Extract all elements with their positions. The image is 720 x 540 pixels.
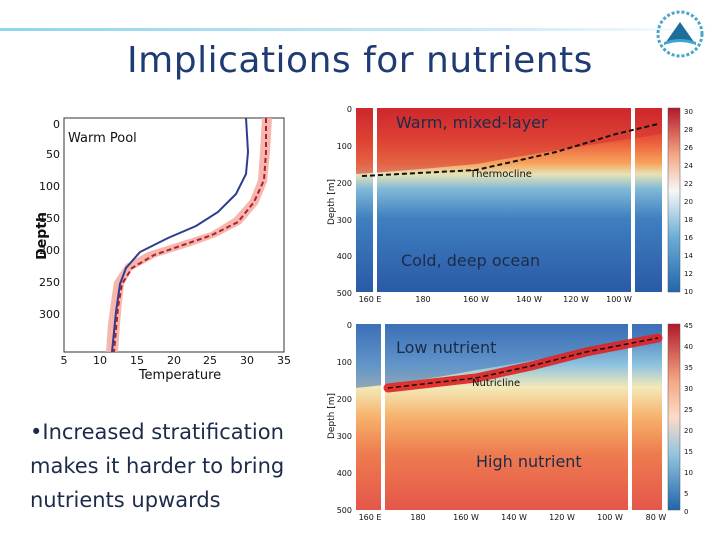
svg-text:25: 25 (203, 354, 217, 367)
temperature-section-plot: Thermocline Warm, mixed-layer Cold, deep… (327, 105, 693, 304)
nut-colorbar (667, 323, 681, 511)
svg-text:100: 100 (337, 142, 352, 151)
temp-section-y-label: Depth [m] (327, 179, 337, 225)
stratification-bullet: •Increased stratification makes it harde… (30, 420, 285, 512)
svg-text:0: 0 (347, 321, 352, 330)
svg-text:200: 200 (337, 179, 352, 188)
svg-text:400: 400 (337, 469, 352, 478)
svg-text:0: 0 (53, 118, 60, 131)
svg-text:100: 100 (39, 180, 60, 193)
svg-text:160 W: 160 W (463, 295, 489, 304)
temperature-profile-plot: Warm Pool 0 50 100 150 200 250 300 5 10 … (36, 112, 292, 384)
nutricline-label: Nutricline (472, 378, 520, 389)
svg-text:5: 5 (684, 490, 688, 498)
temp-thermocline-line (361, 123, 659, 177)
svg-text:35: 35 (277, 354, 291, 367)
svg-text:10: 10 (684, 288, 693, 296)
warm-pool-profile-line (111, 117, 250, 353)
annotation-high-nutrient: High nutrient (476, 452, 582, 471)
svg-text:150: 150 (39, 212, 60, 225)
svg-text:18: 18 (684, 216, 693, 224)
svg-text:10: 10 (93, 354, 107, 367)
svg-text:28: 28 (684, 126, 693, 134)
organization-logo (656, 10, 704, 58)
svg-text:20: 20 (167, 354, 181, 367)
svg-text:140 W: 140 W (501, 513, 527, 522)
mean-profile-line (113, 118, 267, 353)
svg-text:500: 500 (337, 506, 352, 515)
annotation-cold-deep-ocean: Cold, deep ocean (401, 251, 540, 270)
svg-text:300: 300 (39, 308, 60, 321)
svg-text:16: 16 (684, 234, 693, 242)
svg-text:0: 0 (347, 105, 352, 114)
svg-text:12: 12 (684, 270, 693, 278)
svg-text:30: 30 (684, 108, 693, 116)
svg-text:30: 30 (240, 354, 254, 367)
svg-text:35: 35 (684, 364, 693, 372)
svg-text:400: 400 (337, 252, 352, 261)
profile-legend-label: Warm Pool (68, 131, 137, 146)
svg-text:15: 15 (130, 354, 144, 367)
svg-text:50: 50 (46, 148, 60, 161)
svg-text:300: 300 (337, 216, 352, 225)
svg-text:160 E: 160 E (359, 513, 382, 522)
annotation-warm-mixed-layer: Warm, mixed-layer (396, 113, 548, 132)
nut-mask-bar-left (381, 324, 385, 510)
svg-text:5: 5 (61, 354, 68, 367)
svg-text:40: 40 (684, 343, 693, 351)
annotation-low-nutrient: Low nutrient (396, 338, 496, 357)
svg-text:0: 0 (684, 508, 688, 516)
nutricline-line (387, 337, 659, 389)
temp-thermocline-label: Thermocline (469, 169, 532, 180)
nutrient-section-plot: Nutricline Low nutrient High nutrient 0 … (327, 321, 693, 522)
svg-text:22: 22 (684, 180, 693, 188)
svg-text:14: 14 (684, 252, 693, 260)
svg-text:100 W: 100 W (597, 513, 623, 522)
svg-text:80 W: 80 W (646, 513, 667, 522)
svg-text:20: 20 (684, 427, 693, 435)
nut-mask-bar-right (628, 324, 632, 510)
slide-title: Implications for nutrients (127, 40, 593, 81)
svg-text:45: 45 (684, 322, 693, 330)
temp-mask-bar-right (631, 108, 635, 292)
temp-colorbar (667, 107, 681, 293)
svg-text:20: 20 (684, 198, 693, 206)
svg-text:140 W: 140 W (516, 295, 542, 304)
svg-text:500: 500 (337, 289, 352, 298)
svg-text:160 E: 160 E (359, 295, 382, 304)
svg-text:30: 30 (684, 385, 693, 393)
svg-text:200: 200 (39, 244, 60, 257)
svg-text:160 W: 160 W (453, 513, 479, 522)
nut-section-y-label: Depth [m] (327, 393, 337, 439)
svg-text:25: 25 (684, 406, 693, 414)
svg-text:300: 300 (337, 432, 352, 441)
profile-x-label: Temperature (138, 368, 221, 383)
svg-text:180: 180 (410, 513, 425, 522)
temp-mask-bar-left (373, 108, 377, 292)
svg-text:120 W: 120 W (563, 295, 589, 304)
svg-text:26: 26 (684, 144, 693, 152)
svg-text:120 W: 120 W (549, 513, 575, 522)
profile-y-label: Depth (36, 212, 50, 260)
svg-text:24: 24 (684, 162, 693, 170)
svg-text:10: 10 (684, 469, 693, 477)
svg-text:180: 180 (415, 295, 430, 304)
svg-text:100: 100 (337, 358, 352, 367)
svg-text:250: 250 (39, 276, 60, 289)
title-rule (0, 28, 720, 31)
svg-text:15: 15 (684, 448, 693, 456)
svg-text:200: 200 (337, 395, 352, 404)
svg-text:100 W: 100 W (606, 295, 632, 304)
